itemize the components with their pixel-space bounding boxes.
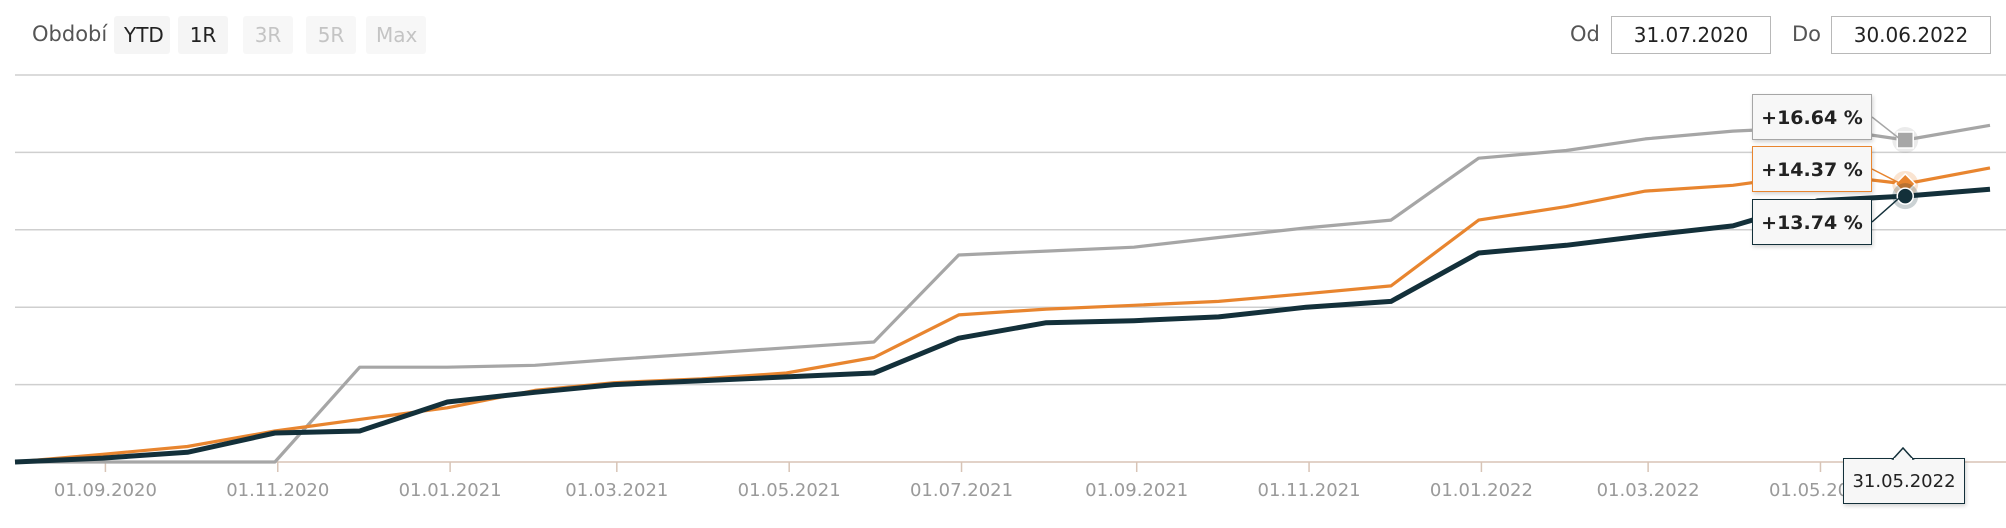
range-selector-label: Období bbox=[32, 22, 108, 46]
x-tick-label: 01.01.2022 bbox=[1430, 480, 1533, 501]
hover-markers bbox=[1871, 116, 1919, 223]
range-button-3r[interactable]: 3R bbox=[243, 16, 293, 54]
range-button-1r[interactable]: 1R bbox=[178, 16, 228, 54]
to-date-input[interactable] bbox=[1831, 16, 1991, 54]
x-tick-label: 01.01.2021 bbox=[399, 480, 502, 501]
chart-toolbar: Období YTD 1R 3R 5R Max Od Do bbox=[0, 0, 2006, 70]
x-tick-label: 01.11.2021 bbox=[1258, 480, 1361, 501]
grid-lines bbox=[15, 74, 2006, 463]
series-lines bbox=[14, 123, 1991, 465]
x-tick-label: 01.05.2021 bbox=[738, 480, 841, 501]
tooltip-series-3-value: +13.74 % bbox=[1752, 199, 1872, 245]
range-button-ytd[interactable]: YTD bbox=[114, 16, 170, 54]
from-date-label: Od bbox=[1570, 22, 1600, 46]
series-line-2 bbox=[14, 166, 1991, 464]
x-tick-label: 01.03.2021 bbox=[565, 480, 668, 501]
x-tick-label: 01.11.2020 bbox=[226, 480, 329, 501]
tooltip-connector-2 bbox=[1871, 168, 1902, 185]
range-button-max[interactable]: Max bbox=[366, 16, 426, 54]
to-date-label: Do bbox=[1792, 22, 1822, 46]
tooltip-connector-3 bbox=[1871, 195, 1902, 223]
range-button-5r[interactable]: 5R bbox=[306, 16, 356, 54]
hover-marker-circle bbox=[1896, 187, 1914, 205]
x-tick-label: 01.09.2020 bbox=[54, 480, 157, 501]
x-axis: 01.09.2020 01.11.2020 01.01.2021 01.03.2021… bbox=[54, 462, 1872, 501]
x-axis-crosshair-label: 31.05.2022 bbox=[1843, 458, 1965, 504]
hover-marker-square bbox=[1896, 131, 1914, 149]
series-line-3 bbox=[14, 186, 1991, 465]
tooltip-series-2-value: +14.37 % bbox=[1752, 146, 1872, 192]
tooltip-series-1-value: +16.64 % bbox=[1752, 94, 1872, 140]
from-date-input[interactable] bbox=[1611, 16, 1771, 54]
x-tick-label: 01.03.2022 bbox=[1597, 480, 1700, 501]
x-tick-label: 01.07.2021 bbox=[910, 480, 1013, 501]
x-tick-label: 01.09.2021 bbox=[1085, 480, 1188, 501]
tooltip-connector-1 bbox=[1871, 116, 1902, 141]
series-line-1 bbox=[15, 123, 1991, 464]
